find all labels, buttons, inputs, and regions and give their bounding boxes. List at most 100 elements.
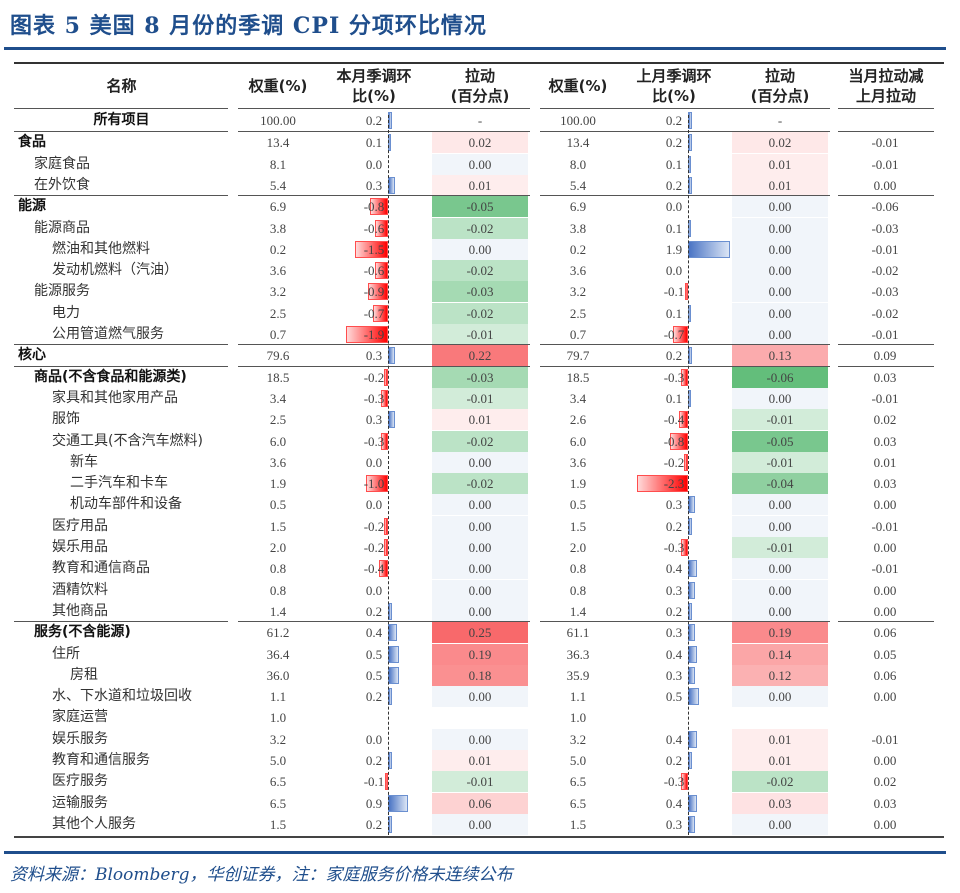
mom-value: 0.5 <box>665 689 683 705</box>
pull-current: 0.22 <box>432 345 528 367</box>
weight-current: 6.9 <box>269 199 287 215</box>
mom-value: -0.4 <box>363 561 385 577</box>
mom-previous: 0.2 <box>618 175 730 196</box>
weight-previous: 35.9 <box>566 667 590 683</box>
weight-current: 5.4 <box>269 177 287 193</box>
negative-data-bar <box>672 326 688 343</box>
pull-previous: 0.02 <box>732 132 828 154</box>
table-row: 公用管道燃气服务 0.7 -1.9 -0.01 0.7 -0.7 0.00 -0.01 <box>0 324 960 345</box>
row-name: 水、下水道和垃圾回收 <box>52 688 192 705</box>
mom-previous: 1.9 <box>618 239 730 260</box>
mom-current: 0.5 <box>318 644 430 665</box>
row-name: 其他商品 <box>52 602 108 619</box>
pull-current: -0.03 <box>432 281 528 303</box>
row-name: 医疗服务 <box>52 773 108 790</box>
mom-current: -0.2 <box>318 516 430 537</box>
weight-previous: 1.1 <box>569 689 587 705</box>
row-name: 医疗用品 <box>52 517 108 534</box>
mom-previous: 0.3 <box>618 580 730 601</box>
pull-difference: -0.01 <box>871 561 899 577</box>
pull-previous: 0.00 <box>732 558 828 580</box>
pull-current: -0.02 <box>432 217 528 239</box>
row-name: 住所 <box>52 645 80 662</box>
mom-value: 0.9 <box>365 795 383 811</box>
row-name: 教育和通信商品 <box>52 560 150 577</box>
table-row: 在外饮食 5.4 0.3 0.01 5.4 0.2 0.01 0.00 <box>0 174 960 196</box>
negative-data-bar <box>374 262 388 280</box>
header-rule-previous <box>540 108 830 109</box>
pull-difference: 0.02 <box>873 774 897 790</box>
table-row: 娱乐用品 2.0 -0.2 0.00 2.0 -0.3 -0.01 0.00 <box>0 537 960 558</box>
pull-previous: 0.01 <box>732 153 828 175</box>
pull-difference: 0.00 <box>873 816 897 832</box>
weight-current: 1.9 <box>269 476 287 492</box>
mom-value: -0.3 <box>663 369 685 385</box>
pull-previous: 0.01 <box>732 174 828 196</box>
weight-previous: 79.7 <box>566 348 590 364</box>
negative-data-bar <box>355 240 388 258</box>
mom-current: -0.3 <box>318 388 430 409</box>
pull-current: -0.01 <box>432 324 528 345</box>
negative-data-bar <box>379 560 388 578</box>
header-pull-previous: 拉动 (百分点) <box>732 66 828 106</box>
table-row: 能源服务 3.2 -0.9 -0.03 3.2 -0.1 0.00 -0.03 <box>0 281 960 303</box>
negative-data-bar <box>681 539 688 556</box>
weight-previous: 5.0 <box>569 753 587 768</box>
weight-previous: 2.5 <box>569 305 587 321</box>
pull-current: 0.00 <box>432 494 528 516</box>
weight-previous: 13.4 <box>566 135 590 151</box>
figure-title: 图表 5 美国 8 月份的季调 CPI 分项环比情况 <box>10 13 487 39</box>
section-divider <box>540 131 830 133</box>
pull-previous: 0.19 <box>732 622 828 644</box>
pull-current: - <box>477 113 483 128</box>
mom-current: 0.0 <box>318 580 430 601</box>
section-divider <box>238 131 530 133</box>
pull-current: 0.01 <box>432 409 528 431</box>
weight-current: 1.5 <box>269 518 287 534</box>
section-divider <box>540 344 830 346</box>
pull-difference: 0.09 <box>873 348 897 364</box>
weight-current: 3.2 <box>269 731 287 747</box>
section-divider <box>14 344 228 346</box>
mom-current: 0.0 <box>318 154 430 175</box>
weight-current: 8.1 <box>269 156 287 172</box>
pull-previous: 0.00 <box>732 281 828 303</box>
mom-value: -0.8 <box>663 433 685 449</box>
mom-current: -0.7 <box>318 303 430 324</box>
table-row: 二手汽车和卡车 1.9 -1.0 -0.02 1.9 -2.3 -0.04 0.03 <box>0 473 960 495</box>
mom-value: 0.1 <box>665 305 683 321</box>
pull-previous: 0.00 <box>732 302 828 324</box>
pull-current: 0.00 <box>432 451 528 473</box>
header-mom-current: 本月季调环 比(%) <box>318 66 430 106</box>
row-name: 公用管道燃气服务 <box>52 326 164 342</box>
pull-previous: -0.02 <box>732 771 828 793</box>
weight-current: 1.0 <box>269 710 287 726</box>
weight-previous: 0.7 <box>569 327 587 342</box>
mom-value: -0.6 <box>363 263 385 279</box>
pull-previous: 0.03 <box>732 792 828 814</box>
section-divider <box>838 131 934 133</box>
weight-previous: 1.9 <box>569 476 587 492</box>
negative-data-bar <box>383 368 388 386</box>
mom-value: 1.9 <box>665 241 683 257</box>
weight-previous: 0.8 <box>569 561 587 577</box>
mom-previous: -0.7 <box>618 324 730 345</box>
pull-current: 0.25 <box>432 622 528 644</box>
table-row: 房租 36.0 0.5 0.18 35.9 0.3 0.12 0.06 <box>0 664 960 686</box>
pull-difference: 0.00 <box>873 603 897 619</box>
pull-previous: 0.00 <box>732 260 828 282</box>
pull-difference: 0.06 <box>873 667 897 683</box>
mom-current: 0.2 <box>318 814 430 835</box>
pull-current: -0.02 <box>432 430 528 452</box>
table-row: 医疗服务 6.5 -0.1 -0.01 6.5 -0.3 -0.02 0.02 <box>0 771 960 793</box>
mom-value: 0.1 <box>665 220 683 236</box>
mom-value: 0.2 <box>365 113 383 128</box>
source-note: 资料来源：Bloomberg，华创证券，注：家庭服务价格未连续公布 <box>10 865 513 885</box>
mom-previous: 0.3 <box>618 622 730 643</box>
row-name: 交通工具(不含汽车燃料) <box>52 432 203 449</box>
mom-value: 0.3 <box>365 412 383 428</box>
pull-previous: 0.00 <box>732 387 828 409</box>
row-name: 酒精饮料 <box>52 581 108 598</box>
mom-value: 0.2 <box>365 816 383 832</box>
weight-previous: 3.6 <box>569 263 587 279</box>
